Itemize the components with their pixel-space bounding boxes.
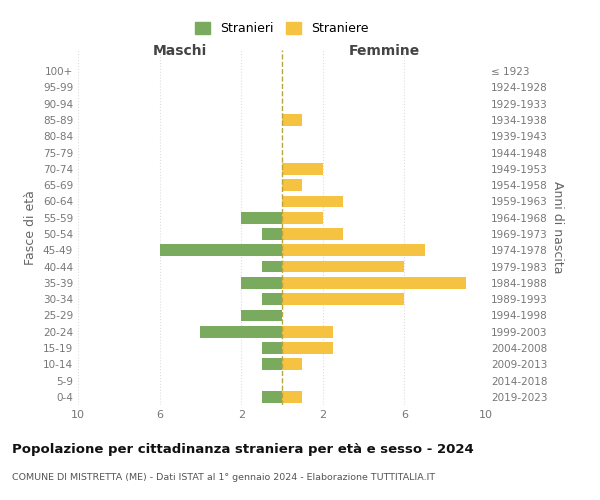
Bar xyxy=(200,326,282,338)
Legend: Stranieri, Straniere: Stranieri, Straniere xyxy=(190,17,374,40)
Text: Femmine: Femmine xyxy=(349,44,419,58)
Bar xyxy=(282,228,343,240)
Bar xyxy=(282,326,333,338)
Text: Maschi: Maschi xyxy=(153,44,207,58)
Bar xyxy=(282,260,404,272)
Bar xyxy=(282,244,425,256)
Bar xyxy=(262,342,282,354)
Bar xyxy=(282,196,343,207)
Bar xyxy=(262,260,282,272)
Text: Popolazione per cittadinanza straniera per età e sesso - 2024: Popolazione per cittadinanza straniera p… xyxy=(12,442,474,456)
Bar xyxy=(282,277,466,288)
Bar xyxy=(282,114,302,126)
Bar xyxy=(282,212,323,224)
Bar xyxy=(262,294,282,305)
Bar xyxy=(262,228,282,240)
Bar xyxy=(262,391,282,402)
Bar xyxy=(282,163,323,174)
Bar xyxy=(282,180,302,191)
Bar xyxy=(282,391,302,402)
Y-axis label: Anni di nascita: Anni di nascita xyxy=(551,181,564,274)
Bar xyxy=(282,342,333,354)
Bar xyxy=(241,310,282,322)
Bar xyxy=(241,277,282,288)
Bar xyxy=(282,358,302,370)
Y-axis label: Fasce di età: Fasce di età xyxy=(25,190,37,265)
Bar xyxy=(262,358,282,370)
Bar xyxy=(282,294,404,305)
Text: COMUNE DI MISTRETTA (ME) - Dati ISTAT al 1° gennaio 2024 - Elaborazione TUTTITAL: COMUNE DI MISTRETTA (ME) - Dati ISTAT al… xyxy=(12,472,435,482)
Bar xyxy=(241,212,282,224)
Bar xyxy=(160,244,282,256)
